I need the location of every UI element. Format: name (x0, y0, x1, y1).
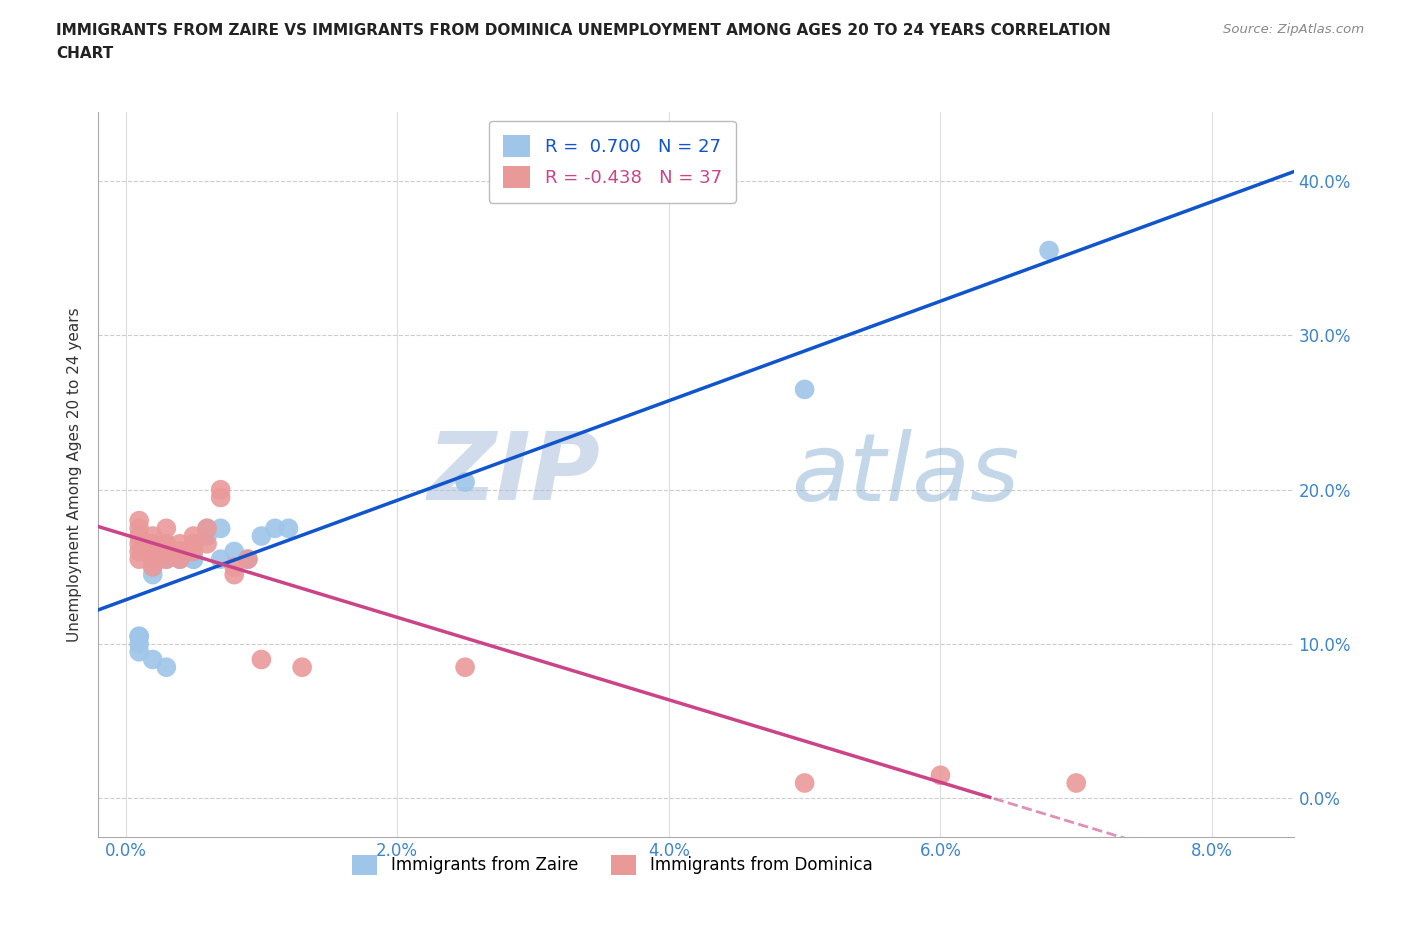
Point (224, 567, 246, 582)
Point (155, 537, 177, 551)
Point (155, 537, 177, 551)
Point (169, 544, 191, 559)
Point (236, 551, 259, 566)
Text: CHART: CHART (56, 46, 114, 61)
Point (195, 537, 218, 551)
Point (142, 567, 165, 582)
Point (128, 637, 150, 652)
Legend: Immigrants from Zaire, Immigrants from Dominica: Immigrants from Zaire, Immigrants from D… (340, 843, 884, 886)
Y-axis label: Unemployment Among Ages 20 to 24 years: Unemployment Among Ages 20 to 24 years (67, 307, 83, 642)
Text: Source: ZipAtlas.com: Source: ZipAtlas.com (1223, 23, 1364, 36)
Point (183, 551, 205, 566)
Point (209, 490, 232, 505)
Point (454, 659, 477, 674)
Point (929, 768, 952, 783)
Point (155, 544, 177, 559)
Point (155, 551, 177, 566)
Point (155, 659, 177, 674)
Point (183, 537, 205, 551)
Point (128, 644, 150, 659)
Point (142, 551, 165, 566)
Point (169, 551, 191, 566)
Point (250, 652, 273, 667)
Point (142, 537, 165, 551)
Point (250, 528, 273, 543)
Point (142, 652, 165, 667)
Point (224, 560, 246, 575)
Point (195, 521, 218, 536)
Text: atlas: atlas (792, 429, 1019, 520)
Point (183, 544, 205, 559)
Point (169, 551, 191, 566)
Point (277, 521, 299, 536)
Point (224, 544, 246, 559)
Point (454, 474, 477, 489)
Point (142, 560, 165, 575)
Point (128, 629, 150, 644)
Text: ZIP: ZIP (427, 429, 600, 520)
Point (142, 560, 165, 575)
Point (128, 513, 150, 528)
Point (209, 483, 232, 498)
Point (142, 551, 165, 566)
Point (142, 544, 165, 559)
Point (183, 551, 205, 566)
Point (128, 544, 150, 559)
Point (128, 528, 150, 543)
Point (793, 776, 815, 790)
Point (155, 544, 177, 559)
Point (264, 521, 287, 536)
Point (155, 551, 177, 566)
Point (1064, 776, 1087, 790)
Text: IMMIGRANTS FROM ZAIRE VS IMMIGRANTS FROM DOMINICA UNEMPLOYMENT AMONG AGES 20 TO : IMMIGRANTS FROM ZAIRE VS IMMIGRANTS FROM… (56, 23, 1111, 38)
Point (155, 521, 177, 536)
Point (169, 537, 191, 551)
Point (169, 544, 191, 559)
Point (195, 528, 218, 543)
Point (142, 528, 165, 543)
Point (128, 537, 150, 551)
Point (236, 551, 259, 566)
Point (291, 659, 314, 674)
Point (128, 551, 150, 566)
Point (183, 528, 205, 543)
Point (128, 629, 150, 644)
Point (209, 551, 232, 566)
Point (793, 382, 815, 397)
Point (155, 544, 177, 559)
Point (209, 521, 232, 536)
Point (1038, 243, 1060, 258)
Point (128, 521, 150, 536)
Point (195, 521, 218, 536)
Point (142, 537, 165, 551)
